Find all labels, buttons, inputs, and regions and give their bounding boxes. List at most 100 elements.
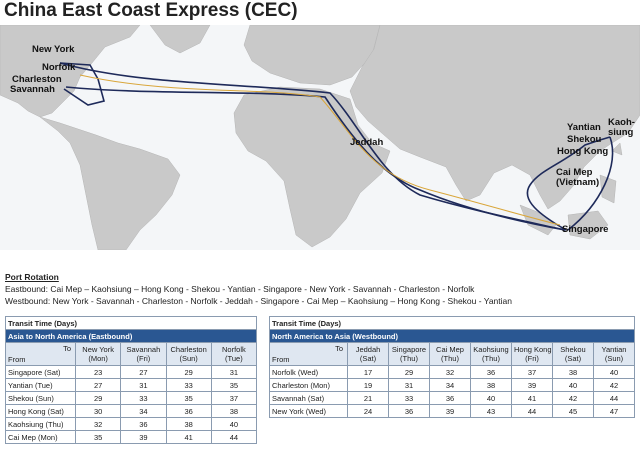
column-header-line: Singapore bbox=[391, 345, 427, 354]
transit-days: 29 bbox=[74, 391, 122, 405]
transit-days: 47 bbox=[593, 404, 635, 418]
header-row: Asia to North America (Eastbound) bbox=[5, 329, 257, 343]
transit-days: 17 bbox=[347, 365, 389, 379]
from-label: From bbox=[272, 355, 290, 364]
transit-days: 34 bbox=[120, 404, 167, 418]
column-header: Shekou (Sat) bbox=[552, 342, 594, 366]
column-header-line: (Fri) bbox=[136, 354, 151, 363]
corner: To From bbox=[8, 343, 73, 365]
data-row: New York (Wed) 24 36 39 43 44 45 47 bbox=[269, 404, 635, 418]
column-header-line: Norfolk bbox=[221, 345, 246, 354]
transit-days: 45 bbox=[552, 404, 594, 418]
transit-days: 44 bbox=[593, 391, 635, 405]
eastbound-rotation: Eastbound: Cai Mep – Kaohsiung – Hong Ko… bbox=[5, 284, 475, 294]
transit-days: 36 bbox=[120, 417, 167, 431]
data-row: Cai Mep (Mon) 35 39 41 44 bbox=[5, 430, 258, 444]
column-header-row: To From New York (Mon) Savannah (Fri) Charlest… bbox=[5, 342, 258, 366]
caption-row: Transit Time (Days) bbox=[5, 316, 257, 330]
row-name: Kaohsiung (Thu) bbox=[5, 417, 76, 431]
port-label: Norfolk bbox=[42, 62, 76, 73]
transit-days: 19 bbox=[347, 378, 389, 392]
column-header-line: (Sat) bbox=[564, 354, 582, 363]
column-header-line: Savannah bbox=[126, 345, 161, 354]
column-header-line: Yantian bbox=[601, 345, 627, 354]
corner-cell: To From bbox=[269, 342, 348, 366]
title: China East Coast Express (CEC) bbox=[4, 0, 298, 21]
row-name: New York (Wed) bbox=[269, 404, 348, 418]
transit-days: 38 bbox=[552, 365, 594, 379]
from-label: From bbox=[8, 355, 26, 364]
westbound-rotation: Westbound: New York - Savannah - Charles… bbox=[5, 296, 512, 306]
route-lines bbox=[59, 62, 614, 231]
row-name: Singapore (Sat) bbox=[5, 365, 76, 379]
transit-days: 38 bbox=[210, 404, 258, 418]
transit-days: 34 bbox=[429, 378, 471, 392]
transit-days: 37 bbox=[210, 391, 258, 405]
transit-days: 23 bbox=[74, 365, 122, 379]
column-header: Norfolk (Tue) bbox=[210, 342, 258, 366]
data-row: Charleston (Mon) 19 31 34 38 39 40 42 bbox=[269, 378, 635, 392]
column-header-line: (Mon) bbox=[88, 354, 108, 363]
port-label: Hong Kong bbox=[557, 146, 608, 157]
column-header: Charleston (Sun) bbox=[165, 342, 212, 366]
column-header-row: To From Jeddah (Sat) Singapore (Thu) Cai Mep (T… bbox=[269, 342, 635, 366]
data-row: Norfolk (Wed) 17 29 32 36 37 38 40 bbox=[269, 365, 635, 379]
transit-days: 40 bbox=[470, 391, 512, 405]
column-header-line: (Thu) bbox=[441, 354, 459, 363]
transit-days: 35 bbox=[210, 378, 258, 392]
port-label: (Vietnam) bbox=[556, 177, 599, 188]
data-row: Hong Kong (Sat) 30 34 36 38 bbox=[5, 404, 258, 418]
transit-days: 27 bbox=[74, 378, 122, 392]
transit-days: 33 bbox=[388, 391, 430, 405]
port-label: Singapore bbox=[562, 224, 608, 235]
row-name: Shekou (Sun) bbox=[5, 391, 76, 405]
transit-days: 42 bbox=[552, 391, 594, 405]
header-row: North America to Asia (Westbound) bbox=[269, 329, 635, 343]
data-row: Yantian (Tue) 27 31 33 35 bbox=[5, 378, 258, 392]
data-row: Kaohsiung (Thu) 32 36 38 40 bbox=[5, 417, 258, 431]
column-header-line: Kaohsiung bbox=[473, 345, 509, 354]
transit-days: 29 bbox=[165, 365, 212, 379]
westbound-table: Transit Time (Days) North America to Asia… bbox=[269, 316, 635, 418]
column-header-line: (Sun) bbox=[179, 354, 198, 363]
transit-days: 32 bbox=[74, 417, 122, 431]
row-name: Charleston (Mon) bbox=[269, 378, 348, 392]
transit-days: 44 bbox=[511, 404, 553, 418]
column-header: Yantian (Sun) bbox=[593, 342, 635, 366]
transit-days: 36 bbox=[470, 365, 512, 379]
transit-days: 24 bbox=[347, 404, 389, 418]
route-line-alt bbox=[79, 74, 561, 226]
data-row: Singapore (Sat) 23 27 29 31 bbox=[5, 365, 258, 379]
column-header-line: (Sun) bbox=[604, 354, 624, 363]
port-rotation: Port Rotation Eastbound: Cai Mep – Kaohs… bbox=[5, 271, 512, 307]
corner: To From bbox=[272, 343, 345, 365]
port-label: siung bbox=[608, 127, 634, 138]
transit-days: 40 bbox=[552, 378, 594, 392]
column-header: Savannah (Fri) bbox=[120, 342, 167, 366]
transit-days: 39 bbox=[120, 430, 167, 444]
column-header-line: (Thu) bbox=[482, 354, 500, 363]
transit-days: 37 bbox=[511, 365, 553, 379]
transit-days: 36 bbox=[388, 404, 430, 418]
transit-days: 36 bbox=[429, 391, 471, 405]
transit-days: 39 bbox=[511, 378, 553, 392]
port-label: Cai Mep bbox=[556, 167, 593, 178]
port-label: Yantian bbox=[567, 122, 601, 133]
table-caption: Transit Time (Days) bbox=[269, 316, 635, 330]
caption-row: Transit Time (Days) bbox=[269, 316, 635, 330]
to-label: To bbox=[63, 344, 71, 353]
port-label: Charleston bbox=[12, 74, 62, 85]
transit-days: 44 bbox=[210, 430, 258, 444]
transit-days: 41 bbox=[511, 391, 553, 405]
transit-days: 31 bbox=[210, 365, 258, 379]
column-header-line: (Thu) bbox=[400, 354, 418, 363]
transit-days: 38 bbox=[165, 417, 212, 431]
transit-days: 29 bbox=[388, 365, 430, 379]
column-header: New York (Mon) bbox=[74, 342, 122, 366]
column-header: Cai Mep (Thu) bbox=[429, 342, 471, 366]
data-row: Shekou (Sun) 29 33 35 37 bbox=[5, 391, 258, 405]
transit-days: 35 bbox=[74, 430, 122, 444]
table-caption: Transit Time (Days) bbox=[5, 316, 257, 330]
